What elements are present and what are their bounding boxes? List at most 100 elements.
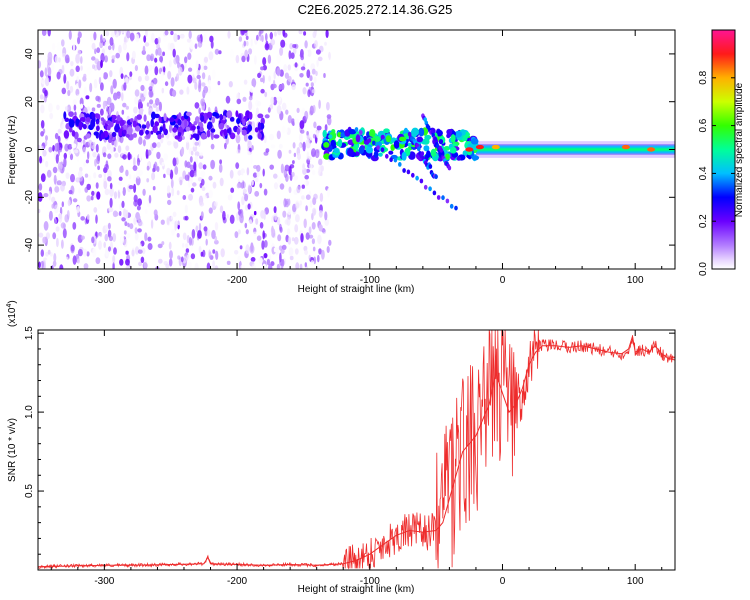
- spectrogram-noise-mark: [304, 249, 308, 255]
- spectrogram-noise-mark: [108, 206, 114, 213]
- spectrogram-noise-mark: [146, 102, 150, 107]
- spectrogram-noise-mark: [173, 141, 179, 149]
- spectrogram-noise-mark: [279, 252, 282, 263]
- spectrogram-noise-mark: [44, 89, 48, 97]
- spectrogram-noise-mark: [112, 255, 116, 264]
- spectrogram-noise-mark: [307, 89, 311, 98]
- spectrogram-noise-mark: [144, 42, 150, 47]
- spectrogram-transition-mark: [456, 156, 461, 161]
- spectrogram-noise-mark: [302, 141, 306, 152]
- spectrogram-noise-mark: [107, 153, 112, 159]
- spectrogram-noise-mark: [45, 251, 49, 257]
- spectrogram-noise-mark: [107, 45, 112, 51]
- spectrogram-noise-mark: [242, 172, 246, 181]
- spectrogram-noise-mark: [92, 151, 97, 158]
- spectrogram-noise-mark: [123, 230, 127, 235]
- spectrogram-noise-mark: [180, 256, 184, 263]
- spectrogram-branch-mark: [385, 153, 389, 159]
- spectrogram-noise-mark: [257, 72, 262, 79]
- spectrogram-noise-mark: [324, 211, 328, 221]
- spectrogram-noise-mark: [133, 199, 139, 207]
- spectrogram-noise-mark: [182, 195, 187, 200]
- spectrogram-noise-mark: [260, 66, 265, 71]
- spectrogram-noise-mark: [179, 89, 184, 95]
- spectrogram-noise-mark: [90, 32, 94, 42]
- spectrogram-branch-mark: [434, 174, 438, 180]
- spectrogram-transition-mark: [388, 150, 394, 155]
- spectrogram-noise-mark: [224, 142, 227, 150]
- spectrogram-noise-mark: [307, 30, 311, 33]
- spectrogram-noise-mark: [299, 263, 303, 269]
- spectrogram-noise-mark: [157, 36, 161, 44]
- spectrogram-noise-mark: [106, 96, 112, 106]
- spectrogram-noise-mark: [326, 101, 330, 111]
- spectrogram-hump-mark: [63, 130, 70, 139]
- spectrogram-x-tick-label: -300: [94, 275, 114, 286]
- spectrogram-noise-mark: [47, 51, 53, 62]
- spectrogram-noise-mark: [274, 211, 278, 221]
- spectrogram-y-tick-label: 40: [24, 48, 35, 60]
- spectrogram-hump-mark: [236, 118, 241, 125]
- spectrogram-hump-mark: [223, 128, 228, 137]
- spectrogram-noise-mark: [217, 80, 221, 86]
- spectrogram-noise-mark: [170, 130, 174, 137]
- spectrogram-branch-mark: [411, 172, 415, 178]
- spectrogram-noise-mark: [86, 67, 92, 75]
- spectrogram-noise-mark: [288, 186, 292, 194]
- spectrogram-hump-mark: [196, 125, 200, 130]
- spectrogram-noise-mark: [188, 67, 193, 72]
- spectrogram-noise-mark: [147, 201, 151, 208]
- spectrogram-noise-mark: [39, 70, 44, 78]
- spectrogram-noise-mark: [260, 210, 265, 219]
- spectrogram-noise-mark: [111, 55, 116, 60]
- spectrogram-noise-mark: [154, 66, 159, 76]
- spectrogram-noise-mark: [248, 95, 253, 101]
- snr-x-tick-label: 0: [500, 576, 506, 587]
- spectrogram-hump-mark: [150, 130, 154, 135]
- spectrogram-noise-mark: [109, 37, 114, 46]
- snr-y-tick-label: 1.5: [24, 326, 35, 340]
- spectrogram-noise-mark: [38, 208, 41, 214]
- spectrogram-transition-mark: [450, 146, 457, 154]
- spectrogram-noise-mark: [202, 194, 208, 200]
- spectrogram-branch-mark: [359, 130, 363, 135]
- spectrogram-noise-mark: [73, 104, 77, 111]
- figure-title: C2E6.2025.272.14.36.G25: [298, 2, 453, 17]
- spectrogram-noise-mark: [169, 42, 175, 52]
- spectrogram-noise-mark: [258, 31, 262, 37]
- spectrogram-transition-mark: [378, 152, 383, 157]
- spectrogram-transition-mark: [416, 136, 424, 143]
- spectrogram-noise-mark: [94, 58, 100, 65]
- spectrogram-noise-mark: [251, 263, 256, 269]
- spectrogram-noise-mark: [268, 263, 273, 269]
- spectrogram-noise-mark: [310, 63, 316, 71]
- spectrogram-noise-mark: [208, 51, 214, 61]
- spectrogram-hump-mark: [229, 132, 236, 140]
- spectrogram-noise-mark: [77, 36, 81, 45]
- spectrogram-noise-mark: [291, 237, 295, 242]
- spectrogram-hump-mark: [163, 113, 167, 122]
- spectrogram-noise-mark: [201, 178, 205, 186]
- spectrogram-transition-mark: [333, 147, 340, 154]
- spectrogram-noise-mark: [126, 81, 131, 91]
- spectrogram-noise-mark: [148, 64, 153, 71]
- spectrogram-noise-mark: [185, 133, 190, 143]
- spectrogram-hump-mark: [129, 118, 134, 123]
- spectrogram-hump-mark: [64, 117, 70, 123]
- spectrogram-noise-mark: [45, 232, 51, 240]
- spectrogram-noise-mark: [295, 214, 300, 223]
- spectrogram-transition-mark: [438, 139, 444, 145]
- spectrogram-noise-mark: [314, 40, 318, 49]
- spectrogram-noise-mark: [250, 257, 256, 262]
- spectrogram-noise-mark: [187, 74, 193, 84]
- spectrogram-noise-mark: [107, 76, 112, 82]
- spectrogram-noise-mark: [250, 38, 253, 47]
- spectrogram-noise-mark: [102, 152, 107, 158]
- spectrogram-noise-mark: [152, 142, 157, 149]
- spectrogram-noise-mark: [54, 132, 59, 140]
- spectrogram-noise-mark: [219, 205, 224, 213]
- spectrogram-noise-mark: [62, 228, 67, 239]
- spectrogram-transition-mark: [399, 136, 407, 142]
- spectrogram-noise-mark: [267, 107, 271, 113]
- spectrogram-noise-mark: [69, 85, 74, 93]
